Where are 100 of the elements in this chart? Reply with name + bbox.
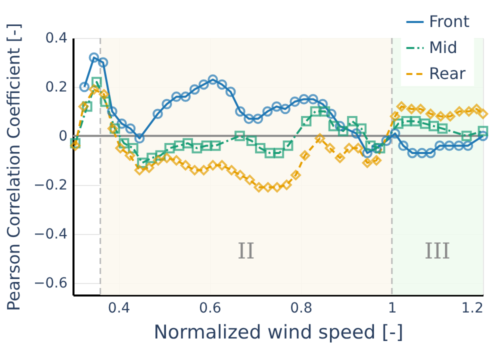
point (310, 106, 321, 117)
point (82, 101, 92, 112)
point (393, 118, 404, 129)
point (281, 180, 292, 190)
legend-label: Front (429, 12, 470, 31)
point (445, 111, 456, 122)
point (280, 104, 290, 114)
point (324, 142, 336, 154)
point (374, 142, 386, 154)
point (398, 140, 408, 151)
point (462, 140, 474, 151)
x-tick-label: 0.8 (290, 300, 312, 316)
point (106, 106, 118, 117)
point (454, 140, 464, 151)
point (282, 140, 294, 151)
point (110, 123, 120, 134)
point (262, 106, 273, 117)
point (406, 104, 417, 114)
point (416, 148, 428, 158)
band-label: III (424, 239, 450, 264)
point (162, 152, 172, 164)
point (152, 108, 163, 120)
point (216, 160, 228, 170)
point (262, 182, 274, 192)
point (381, 136, 392, 146)
y-tick-label: −0.6 (34, 275, 68, 292)
point (162, 98, 172, 110)
y-axis-title: Pearson Correlation Coefficient [-] (4, 22, 25, 312)
point (246, 136, 257, 146)
point (164, 142, 175, 154)
point (134, 133, 145, 144)
point (100, 96, 111, 107)
x-axis-title: Normalized wind speed [-] (154, 322, 404, 344)
y-tick-label: 0.2 (45, 79, 68, 96)
point (118, 138, 130, 148)
point (208, 74, 218, 85)
point (454, 106, 464, 117)
point (362, 148, 372, 158)
point (428, 120, 439, 132)
point (390, 111, 400, 122)
point (235, 106, 246, 117)
point (174, 140, 184, 151)
point (153, 155, 164, 166)
point (198, 164, 209, 176)
point (201, 140, 212, 151)
point (434, 140, 445, 151)
point (407, 148, 418, 158)
point (444, 140, 454, 151)
band-label: II (237, 239, 255, 264)
point (180, 160, 191, 170)
point (334, 120, 346, 132)
point (189, 164, 200, 176)
point (308, 94, 318, 104)
point (272, 182, 282, 192)
point (70, 140, 80, 151)
point (226, 164, 237, 176)
point (435, 111, 446, 122)
point (88, 84, 100, 95)
point (274, 148, 284, 158)
y-tick-label: 0.4 (45, 30, 68, 46)
point (78, 101, 89, 112)
point (352, 142, 364, 154)
point (182, 138, 193, 148)
point (437, 123, 448, 134)
point (290, 170, 301, 180)
point (79, 82, 90, 92)
point (125, 123, 136, 134)
point (208, 160, 218, 170)
point (252, 114, 264, 124)
x-tick-label: 0.6 (199, 300, 222, 316)
point (88, 52, 100, 63)
point (371, 142, 382, 154)
point (225, 86, 236, 98)
point (98, 89, 110, 100)
point (478, 126, 488, 136)
point (371, 155, 382, 166)
point (264, 148, 275, 158)
legend-label: Mid (429, 38, 458, 57)
point (235, 170, 246, 180)
y-tick-label: −0.4 (34, 226, 68, 242)
point (347, 116, 358, 126)
point (134, 164, 145, 176)
x-tick-label: 1 (388, 300, 397, 316)
point (344, 142, 354, 154)
point (338, 126, 348, 136)
point (420, 118, 430, 129)
point (180, 92, 191, 102)
point (301, 116, 312, 126)
point (328, 120, 339, 132)
point (390, 128, 400, 139)
y-tick-label: −0.2 (34, 177, 68, 194)
point (356, 123, 367, 134)
point (464, 106, 474, 117)
point (171, 155, 182, 166)
point (320, 106, 330, 117)
y-tick-label: 0 (58, 128, 68, 144)
point (300, 150, 310, 161)
point (144, 162, 154, 173)
point (116, 118, 127, 129)
point (396, 101, 407, 112)
